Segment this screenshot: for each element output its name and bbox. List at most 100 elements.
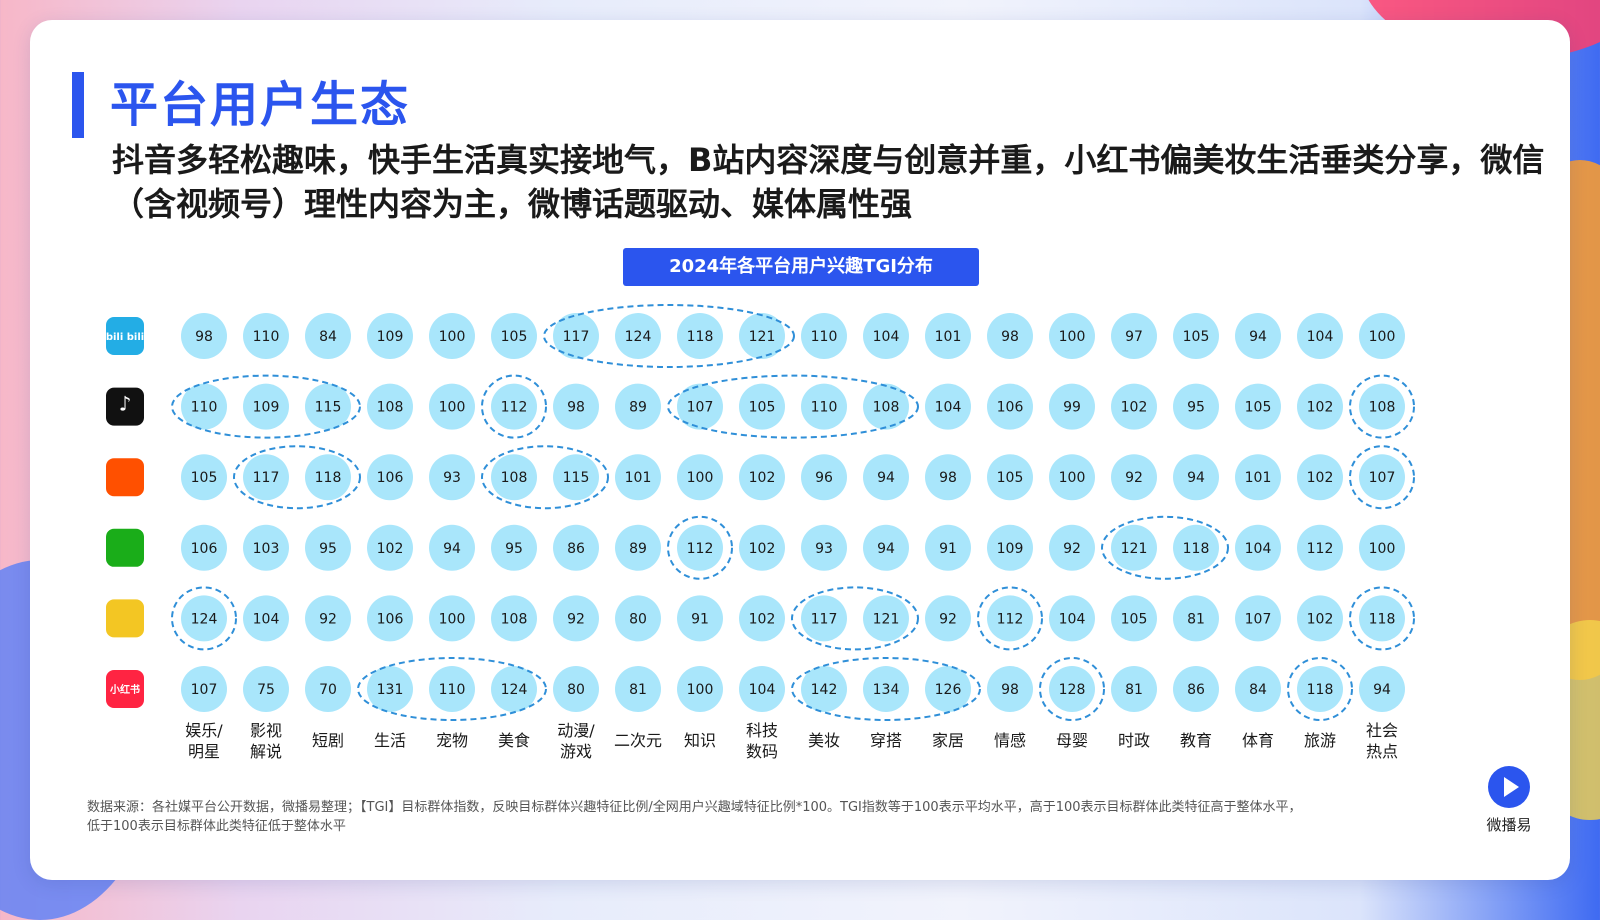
tgi-value-label: 118 bbox=[687, 329, 714, 345]
tgi-bubble bbox=[1297, 383, 1343, 430]
tgi-bubble bbox=[553, 454, 599, 501]
tgi-value-label: 96 bbox=[815, 470, 833, 486]
tgi-bubble bbox=[367, 666, 413, 712]
tgi-value-label: 110 bbox=[811, 400, 838, 416]
tgi-value-label: 93 bbox=[443, 470, 461, 486]
category-label: 社会 bbox=[1366, 721, 1398, 740]
tgi-value-label: 97 bbox=[1125, 329, 1143, 345]
highlight-ring bbox=[1349, 445, 1415, 510]
category-label: 美妆 bbox=[808, 731, 840, 750]
tgi-value-label: 94 bbox=[443, 541, 461, 557]
highlight-ring bbox=[1101, 515, 1229, 580]
category-label: 热点 bbox=[1366, 742, 1398, 761]
tgi-bubble bbox=[305, 666, 351, 712]
tgi-value-label: 109 bbox=[997, 541, 1024, 557]
highlight-ring bbox=[1039, 657, 1105, 721]
tgi-value-label: 121 bbox=[1121, 541, 1148, 557]
tgi-value-label: 142 bbox=[811, 682, 838, 698]
tgi-value-label: 101 bbox=[625, 470, 652, 486]
tgi-bubble bbox=[429, 313, 475, 359]
category-label: 宠物 bbox=[436, 731, 468, 750]
tgi-bubble bbox=[925, 666, 971, 712]
tgi-bubble bbox=[243, 383, 289, 430]
category-label: 知识 bbox=[684, 731, 716, 750]
category-label: 情感 bbox=[994, 731, 1026, 750]
tgi-value-label: 104 bbox=[1059, 611, 1086, 627]
tgi-value-label: 117 bbox=[563, 329, 590, 345]
tgi-bubble bbox=[863, 313, 909, 359]
tgi-bubble bbox=[1235, 595, 1281, 642]
tgi-value-label: 118 bbox=[1183, 541, 1210, 557]
highlight-ring bbox=[543, 304, 795, 368]
tgi-value-label: 117 bbox=[253, 470, 280, 486]
tgi-value-label: 86 bbox=[567, 541, 585, 557]
tgi-bubble bbox=[1235, 313, 1281, 359]
tgi-bubble bbox=[1173, 524, 1219, 571]
tgi-bubble bbox=[615, 383, 661, 430]
tgi-value-label: 98 bbox=[939, 470, 957, 486]
tgi-bubble bbox=[801, 524, 847, 571]
category-label: 动漫/ bbox=[557, 721, 595, 740]
tgi-value-label: 100 bbox=[1369, 541, 1396, 557]
tgi-bubble bbox=[181, 595, 227, 642]
tgi-bubble bbox=[305, 313, 351, 359]
tgi-value-label: 101 bbox=[935, 329, 962, 345]
tgi-bubble bbox=[863, 666, 909, 712]
tgi-value-label: 92 bbox=[319, 611, 337, 627]
highlight-ring bbox=[667, 515, 733, 580]
tgi-bubble bbox=[801, 666, 847, 712]
tgi-value-label: 81 bbox=[629, 682, 647, 698]
tgi-bubble bbox=[1297, 313, 1343, 359]
category-label: 科技 bbox=[746, 721, 778, 740]
tgi-bubble bbox=[987, 383, 1033, 430]
tgi-value-label: 94 bbox=[877, 470, 895, 486]
footnote-line: 数据来源：各社媒平台公开数据，微播易整理；【TGI】目标群体指数，反映目标群体兴… bbox=[87, 800, 1302, 815]
tgi-value-label: 106 bbox=[377, 611, 404, 627]
category-label: 生活 bbox=[374, 731, 406, 750]
tgi-value-label: 80 bbox=[629, 611, 647, 627]
tgi-value-label: 102 bbox=[749, 541, 776, 557]
tgi-value-label: 70 bbox=[319, 682, 337, 698]
tgi-bubble bbox=[491, 313, 537, 359]
tgi-bubble bbox=[739, 595, 785, 642]
category-label: 旅游 bbox=[1304, 731, 1336, 750]
tgi-value-label: 102 bbox=[1121, 400, 1148, 416]
tgi-value-label: 95 bbox=[1187, 400, 1205, 416]
tgi-value-label: 106 bbox=[377, 470, 404, 486]
tgi-bubble bbox=[615, 666, 661, 712]
tgi-bubble bbox=[801, 313, 847, 359]
platform-icon-label: bili bili bbox=[106, 332, 144, 343]
tgi-bubble bbox=[1049, 454, 1095, 501]
tgi-value-label: 100 bbox=[687, 470, 714, 486]
tgi-bubble bbox=[739, 313, 785, 359]
tgi-bubble bbox=[1297, 524, 1343, 571]
page-title: 平台用户生态 bbox=[110, 77, 411, 133]
tgi-bubble bbox=[1049, 595, 1095, 642]
tgi-bubble-chart: 98 110 84 109 100 105 117 124 118 121 110 104 101 98 1… bbox=[106, 304, 1415, 761]
tgi-value-label: 94 bbox=[1373, 682, 1391, 698]
tgi-bubble bbox=[801, 383, 847, 430]
tgi-value-label: 100 bbox=[439, 611, 466, 627]
tgi-value-label: 106 bbox=[997, 400, 1024, 416]
tgi-value-label: 108 bbox=[873, 400, 900, 416]
tgi-bubble bbox=[1359, 383, 1405, 430]
tgi-value-label: 102 bbox=[749, 611, 776, 627]
category-label: 教育 bbox=[1180, 731, 1212, 750]
highlight-ring bbox=[481, 374, 547, 439]
tgi-bubble bbox=[1111, 524, 1157, 571]
highlight-ring bbox=[667, 374, 919, 439]
tgi-value-label: 92 bbox=[1125, 470, 1143, 486]
tgi-bubble bbox=[491, 383, 537, 430]
tgi-bubble bbox=[1111, 595, 1157, 642]
tgi-value-label: 92 bbox=[567, 611, 585, 627]
tgi-bubble bbox=[615, 454, 661, 501]
tgi-bubble bbox=[553, 666, 599, 712]
tgi-bubble bbox=[181, 313, 227, 359]
tgi-value-label: 84 bbox=[319, 329, 337, 345]
tgi-bubble bbox=[1049, 524, 1095, 571]
tgi-bubble bbox=[925, 595, 971, 642]
tgi-bubble bbox=[181, 666, 227, 712]
tgi-bubble bbox=[801, 595, 847, 642]
tgi-bubble bbox=[987, 666, 1033, 712]
tgi-value-label: 92 bbox=[939, 611, 957, 627]
